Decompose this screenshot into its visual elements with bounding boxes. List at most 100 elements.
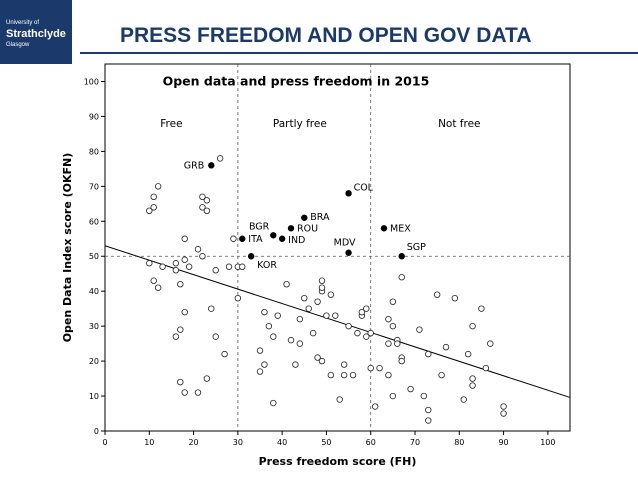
data-point bbox=[270, 333, 277, 340]
data-point bbox=[146, 207, 153, 214]
data-point bbox=[332, 312, 339, 319]
data-point bbox=[314, 354, 321, 361]
data-point bbox=[314, 298, 321, 305]
data-point bbox=[442, 343, 450, 351]
data-point bbox=[177, 281, 184, 288]
labeled-point-bgr bbox=[270, 232, 277, 239]
data-point bbox=[469, 375, 476, 382]
point-label-mdv: MDV bbox=[334, 238, 356, 249]
data-point bbox=[181, 256, 188, 263]
data-point bbox=[363, 333, 370, 340]
data-point bbox=[181, 235, 188, 242]
logo-text-line1: University of bbox=[6, 20, 40, 26]
data-point bbox=[438, 371, 445, 379]
data-point bbox=[416, 326, 423, 333]
data-point bbox=[212, 267, 219, 274]
data-point bbox=[181, 308, 188, 316]
y-tick-label: 60 bbox=[89, 217, 99, 226]
data-point bbox=[394, 340, 401, 347]
y-tick-label: 10 bbox=[89, 392, 99, 401]
data-point bbox=[389, 298, 397, 305]
data-point bbox=[349, 371, 357, 379]
data-point bbox=[199, 193, 206, 201]
data-point bbox=[261, 308, 268, 316]
data-point bbox=[451, 294, 459, 302]
data-point bbox=[194, 389, 202, 396]
y-tick-label: 90 bbox=[89, 112, 99, 121]
labeled-point-col bbox=[345, 190, 352, 197]
data-point bbox=[345, 322, 352, 330]
data-point bbox=[287, 336, 295, 344]
point-label-col: COL bbox=[354, 182, 374, 193]
point-label-ita: ITA bbox=[248, 234, 263, 245]
data-point bbox=[398, 357, 405, 365]
data-point bbox=[194, 246, 202, 253]
data-point bbox=[216, 155, 224, 162]
data-point bbox=[181, 389, 188, 396]
data-point bbox=[425, 406, 432, 414]
x-tick-label: 50 bbox=[321, 438, 331, 447]
data-point bbox=[150, 277, 157, 284]
labeled-point-grb bbox=[208, 162, 215, 169]
y-tick-label: 100 bbox=[84, 77, 99, 86]
data-point bbox=[478, 305, 485, 312]
data-point bbox=[212, 333, 219, 340]
logo-text-line2: Strathclyde bbox=[6, 28, 66, 40]
point-label-sgp: SGP bbox=[407, 242, 426, 253]
y-tick-label: 40 bbox=[89, 287, 99, 296]
data-point bbox=[150, 204, 157, 211]
data-point bbox=[256, 347, 264, 354]
data-point bbox=[177, 326, 184, 333]
data-point bbox=[230, 235, 237, 242]
region-label-free: Free bbox=[160, 118, 182, 130]
data-point bbox=[398, 274, 405, 281]
labeled-point-rou bbox=[287, 225, 295, 232]
data-point bbox=[318, 357, 326, 365]
point-label-bgr: BGR bbox=[249, 221, 270, 232]
data-point bbox=[407, 385, 414, 393]
point-label-grb: GRB bbox=[184, 160, 204, 171]
data-point bbox=[469, 322, 476, 330]
data-point bbox=[301, 294, 308, 302]
data-point bbox=[154, 183, 162, 190]
regression-line bbox=[104, 245, 571, 398]
data-point bbox=[500, 410, 507, 417]
data-point bbox=[199, 253, 206, 260]
x-tick-label: 80 bbox=[454, 438, 464, 447]
data-point bbox=[487, 340, 494, 347]
data-point bbox=[270, 399, 277, 407]
slide-title: PRESS FREEDOM AND OPEN GOV DATA bbox=[120, 24, 532, 47]
data-point bbox=[225, 263, 233, 270]
x-tick-label: 30 bbox=[233, 438, 243, 447]
data-point bbox=[376, 364, 383, 372]
x-axis-label: Press freedom score (FH) bbox=[259, 455, 417, 468]
data-point bbox=[318, 277, 326, 284]
data-point bbox=[256, 368, 264, 375]
data-point bbox=[425, 350, 432, 358]
data-point bbox=[283, 281, 290, 288]
data-point bbox=[221, 350, 228, 358]
x-tick-label: 10 bbox=[144, 438, 154, 447]
labeled-point-sgp bbox=[398, 253, 405, 260]
university-logo: University of Strathclyde Glasgow bbox=[0, 0, 72, 64]
data-point bbox=[172, 333, 180, 340]
data-point bbox=[318, 284, 326, 291]
y-tick-label: 20 bbox=[89, 357, 99, 366]
y-tick-label: 50 bbox=[89, 252, 99, 261]
point-label-ind: IND bbox=[288, 235, 305, 246]
point-label-kor: KOR bbox=[257, 260, 277, 271]
data-point bbox=[296, 315, 304, 323]
data-point bbox=[425, 417, 432, 424]
data-point bbox=[159, 263, 166, 270]
data-point bbox=[340, 371, 348, 379]
data-point bbox=[371, 403, 379, 410]
data-point bbox=[327, 371, 335, 379]
data-point bbox=[274, 312, 281, 319]
x-tick-label: 60 bbox=[366, 438, 376, 447]
data-point bbox=[305, 305, 312, 312]
data-point bbox=[363, 305, 370, 312]
logo-text-line3: Glasgow bbox=[6, 42, 30, 48]
data-point bbox=[500, 403, 507, 410]
data-point bbox=[420, 392, 428, 400]
data-point bbox=[208, 305, 215, 312]
